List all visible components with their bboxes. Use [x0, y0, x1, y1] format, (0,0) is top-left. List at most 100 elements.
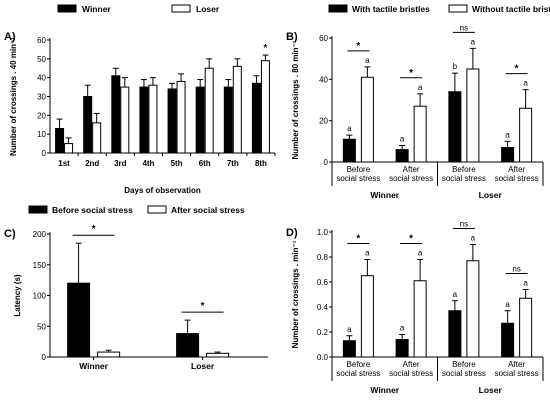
y-tick-label: 0.0: [317, 353, 329, 362]
x-tick-label-line: Before: [452, 360, 476, 369]
legend-swatch-after: [147, 205, 167, 214]
stat-letter: a: [418, 249, 423, 258]
x-tick-label-line: social stress: [495, 174, 539, 183]
x-tick-label-line: social stress: [389, 369, 433, 378]
significance-marker: *: [515, 64, 519, 75]
group-label: Winner: [370, 385, 399, 395]
x-tick-label-line: Before: [452, 165, 476, 174]
bar-loser: [64, 143, 74, 154]
x-tick-label: 6th: [199, 159, 211, 168]
bar-with-bristles: [501, 322, 515, 358]
bar-without-bristles: [466, 68, 480, 163]
y-axis-label: Number of crossings . 80 min⁻¹: [291, 40, 300, 159]
x-tick-label-line: After: [403, 360, 420, 369]
stat-letter: a: [453, 290, 458, 299]
legend-label: Without tactile bristles: [472, 4, 550, 14]
stat-letter: a: [505, 300, 510, 309]
x-tick-label-line: social stress: [442, 174, 486, 183]
bar-before: [67, 282, 91, 358]
bar-without-bristles: [466, 260, 480, 358]
y-tick-label: 0.2: [317, 328, 329, 337]
bar-loser: [260, 60, 270, 154]
x-tick-label: Before social stress: [442, 165, 486, 183]
bar-loser: [120, 86, 130, 154]
bar-without-bristles: [519, 107, 533, 163]
y-tick-label: 30: [37, 93, 46, 102]
y-axis: 0.0 0.2 0.4 0.6 0.8 1.0: [317, 228, 333, 362]
x-tick-label-line: social stress: [442, 369, 486, 378]
stat-letter: a: [365, 56, 370, 65]
legend-swatch-with: [328, 4, 348, 13]
bar-without-bristles: [360, 76, 374, 163]
bar-winner: [55, 128, 65, 154]
stat-letter: a: [418, 83, 423, 92]
stat-letter: a: [505, 130, 510, 139]
significance-marker: ns: [460, 220, 468, 229]
panel-c: C) Before social stress After social stres…: [4, 205, 268, 371]
legend-label: After social stress: [171, 205, 245, 215]
x-tick-label: After social stress: [389, 165, 433, 183]
x-tick-label-line: Before: [347, 360, 371, 369]
x-tick-label: 8th: [255, 159, 267, 168]
y-tick-label: 150: [33, 261, 47, 270]
y-tick-label: 0: [42, 353, 47, 362]
significance-marker: *: [409, 68, 413, 79]
x-tick-label: 1st: [58, 159, 70, 168]
bar-with-bristles: [395, 339, 409, 358]
stat-letter: a: [523, 279, 528, 288]
y-tick-label: 20: [319, 117, 328, 126]
significance-marker: ns: [512, 265, 520, 274]
y-tick-label: 0.6: [317, 278, 329, 287]
y-tick-label: 50: [37, 55, 46, 64]
x-tick-label: 3rd: [114, 159, 127, 168]
y-tick-label: 60: [37, 36, 46, 45]
x-tick-label-line: social stress: [336, 174, 380, 183]
panel-d: D) 0.0 0.2 0.4 0.6 0.8 1.0 Number of crossings …: [286, 220, 544, 395]
legend: Winner Loser: [57, 4, 220, 14]
bar-winner: [111, 75, 121, 154]
x-tick-label-line: Before: [347, 165, 371, 174]
x-tick-label: 4th: [142, 159, 154, 168]
group-label: Loser: [479, 385, 503, 395]
bar-after: [206, 352, 230, 358]
bar-without-bristles: [413, 280, 427, 358]
bar-winner: [83, 96, 93, 154]
significance-marker: *: [409, 234, 413, 245]
x-tick-label-line: After: [403, 165, 420, 174]
legend-swatch-winner: [57, 4, 77, 13]
bar-before: [176, 333, 200, 358]
y-tick-label: 50: [37, 322, 46, 331]
y-tick-label: 100: [33, 292, 47, 301]
y-axis: 0 50 100 150 200: [33, 230, 51, 362]
significance-marker: *: [92, 224, 96, 235]
y-axis-label: Number of crossings . 40 min⁻¹: [9, 37, 18, 156]
stat-letter: a: [523, 79, 528, 88]
bar-without-bristles: [413, 105, 427, 163]
y-tick-label: 0: [324, 158, 329, 167]
bar-with-bristles: [395, 149, 409, 163]
x-tick-label: After social stress: [495, 165, 539, 183]
significance-marker: *: [263, 43, 267, 54]
legend-label: Winner: [82, 4, 111, 14]
y-tick-label: 1.0: [317, 228, 329, 237]
legend-label: Loser: [196, 4, 220, 14]
x-tick-label: Before social stress: [336, 165, 380, 183]
x-tick-label-line: social stress: [336, 369, 380, 378]
panel-label: A): [4, 31, 16, 43]
bar-loser: [148, 84, 158, 154]
group-label: Winner: [370, 190, 399, 200]
y-tick-label: 200: [33, 230, 47, 239]
y-axis: 0 10 20 30 40 50 60: [37, 36, 51, 158]
y-axis: 0 20 40 60: [319, 34, 333, 167]
legend-swatch-loser: [171, 4, 191, 13]
x-tick-label-line: After: [508, 165, 525, 174]
group-label: Loser: [479, 190, 503, 200]
significance-marker: ns: [460, 23, 468, 32]
y-tick-label: 10: [37, 130, 46, 139]
x-tick-label: After social stress: [389, 360, 433, 378]
x-tick-label: 5th: [171, 159, 183, 168]
y-axis-label: Number of crossings . min⁻¹: [291, 240, 300, 348]
x-tick-label: 7th: [227, 159, 239, 168]
x-tick-label: Before social stress: [442, 360, 486, 378]
